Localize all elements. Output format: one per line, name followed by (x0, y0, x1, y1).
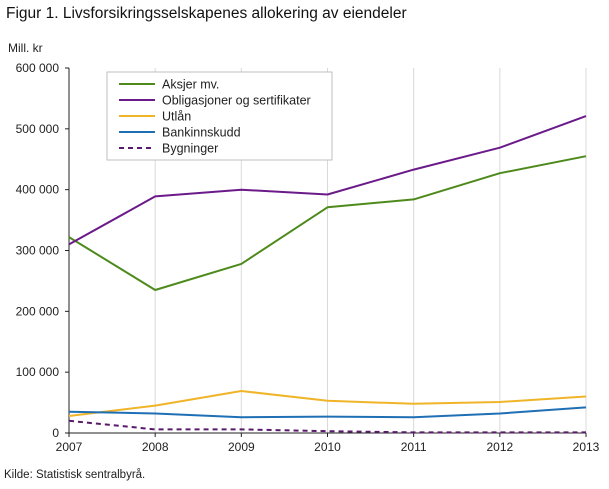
series-line (68, 390, 587, 417)
legend-label: Bygninger (162, 142, 218, 156)
y-tick-label: 100 000 (16, 365, 60, 379)
legend-label: Utlån (162, 110, 191, 124)
x-tick-label: 2012 (486, 440, 513, 454)
axis-layer: 0 100 000 200 000 300 000 400 000 500 000 600 … (16, 61, 600, 454)
y-tick-label: 400 000 (16, 183, 60, 197)
y-tick-label: 200 000 (16, 304, 60, 318)
y-tick-label: 600 000 (16, 61, 60, 75)
x-tick-label: 2010 (314, 440, 341, 454)
y-axis-unit-label: Mill. kr (8, 41, 43, 55)
series-line (68, 115, 587, 246)
y-tick-label: 300 000 (16, 244, 60, 258)
legend: Aksjer mv. Obligasjoner og sertifikater Ut… (106, 71, 333, 161)
x-tick-label: 2007 (56, 440, 83, 454)
x-tick-label: 2008 (142, 440, 169, 454)
y-tick-label: 0 (52, 426, 59, 440)
series-layer (68, 115, 587, 434)
chart-title: Figur 1. Livsforsikringsselskapenes allo… (6, 5, 407, 22)
y-tick-label: 500 000 (16, 122, 60, 136)
series-line (68, 155, 587, 291)
legend-label: Obligasjoner og sertifikater (162, 94, 311, 108)
series-line (68, 406, 587, 419)
x-tick-label: 2011 (401, 440, 427, 454)
source-note: Kilde: Statistisk sentralbyrå. (4, 469, 146, 481)
legend-label: Bankinnskudd (162, 126, 241, 140)
legend-label: Aksjer mv. (162, 78, 219, 92)
x-tick-label: 2009 (228, 440, 255, 454)
x-tick-label: 2013 (573, 440, 600, 454)
